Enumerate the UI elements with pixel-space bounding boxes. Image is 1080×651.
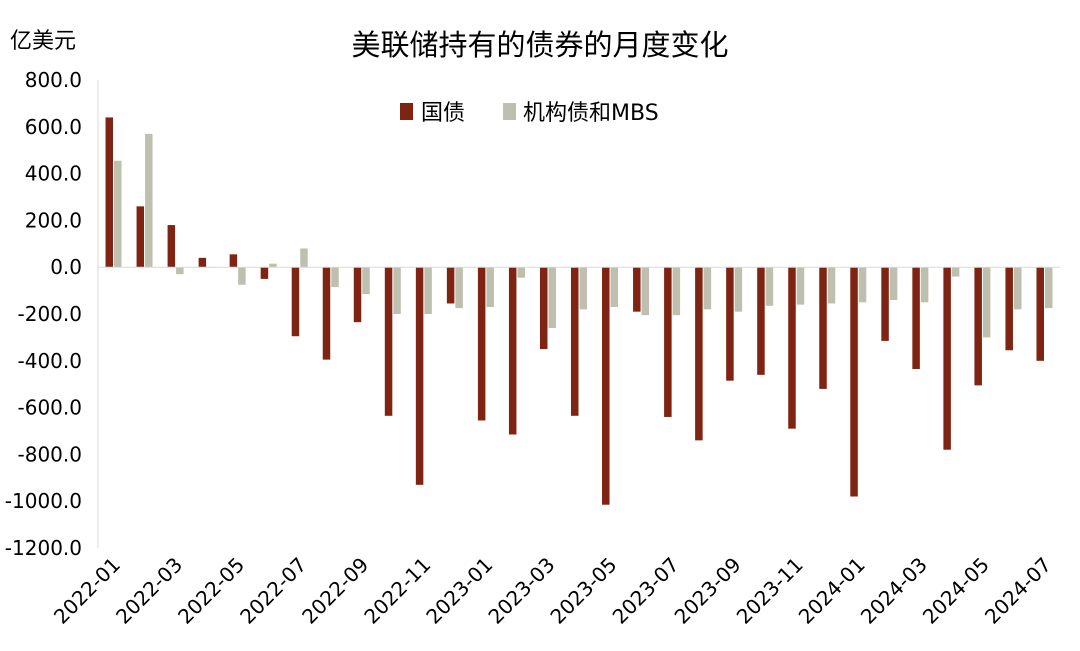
bar-treasury bbox=[695, 267, 703, 441]
x-tick-label: 2024-01 bbox=[794, 553, 870, 629]
bar-agency-mbs bbox=[393, 267, 401, 314]
bar-treasury bbox=[322, 267, 331, 360]
bar-agency-mbs bbox=[114, 160, 122, 268]
x-tick-label: 2022-01 bbox=[49, 553, 125, 629]
bar-treasury bbox=[136, 206, 145, 268]
bar-agency-mbs bbox=[889, 267, 898, 300]
x-tick-label: 2024-07 bbox=[980, 553, 1056, 629]
bar-treasury bbox=[1036, 267, 1044, 361]
bar-treasury bbox=[229, 254, 238, 268]
bar-agency-mbs bbox=[765, 267, 774, 306]
bar-agency-mbs bbox=[362, 267, 370, 295]
x-tick-label: 2022-07 bbox=[235, 553, 311, 629]
y-axis-unit-label: 亿美元 bbox=[10, 29, 76, 54]
bar-treasury bbox=[384, 267, 393, 416]
bar-agency-mbs bbox=[672, 267, 681, 316]
x-tick-label: 2023-07 bbox=[608, 553, 684, 629]
y-tick-label: -200.0 bbox=[18, 302, 82, 326]
bar-agency-mbs bbox=[300, 248, 308, 268]
legend-swatch-agency-mbs bbox=[503, 103, 516, 120]
x-tick-label: 2022-05 bbox=[173, 553, 249, 629]
bar-treasury bbox=[446, 267, 455, 304]
bar-agency-mbs bbox=[424, 267, 432, 314]
bar-treasury bbox=[167, 225, 176, 268]
bar-agency-mbs bbox=[703, 267, 712, 310]
bar-agency-mbs bbox=[858, 267, 867, 303]
bar-treasury bbox=[819, 267, 827, 389]
bar-agency-mbs bbox=[579, 267, 587, 310]
x-tick-label: 2023-03 bbox=[483, 553, 559, 629]
bar-agency-mbs bbox=[176, 267, 184, 275]
bar-treasury bbox=[477, 267, 486, 421]
y-tick-label: -1200.0 bbox=[5, 536, 82, 560]
y-axis-ticks: 800.0 600.0 400.0 200.0 0.0 -200.0 -400.0 -600.… bbox=[5, 68, 82, 560]
bar-treasury bbox=[726, 267, 734, 381]
x-tick-label: 2022-03 bbox=[111, 553, 187, 629]
bar-treasury bbox=[508, 267, 517, 435]
bar-treasury bbox=[353, 267, 362, 323]
bar-treasury bbox=[571, 267, 579, 416]
bar-agency-mbs bbox=[238, 267, 246, 285]
y-tick-label: 600.0 bbox=[25, 115, 82, 139]
bar-agency-mbs bbox=[455, 267, 463, 309]
legend-label-treasury: 国债 bbox=[421, 101, 465, 126]
bar-agency-mbs bbox=[641, 267, 650, 316]
y-tick-label: -1000.0 bbox=[5, 489, 82, 513]
bar-agency-mbs bbox=[827, 267, 836, 304]
bar-treasury bbox=[291, 267, 300, 337]
bar-agency-mbs bbox=[920, 267, 929, 303]
y-tick-label: -600.0 bbox=[18, 396, 82, 420]
bars bbox=[105, 117, 1053, 505]
bar-agency-mbs bbox=[951, 267, 960, 277]
bar-agency-mbs bbox=[331, 267, 339, 288]
bar-agency-mbs bbox=[1044, 267, 1053, 309]
bar-treasury bbox=[260, 267, 269, 279]
bar-treasury bbox=[943, 267, 951, 450]
x-tick-label: 2022-11 bbox=[359, 553, 435, 629]
bar-agency-mbs bbox=[145, 133, 153, 268]
bar-treasury bbox=[1005, 267, 1013, 351]
x-tick-label: 2023-05 bbox=[545, 553, 621, 629]
x-tick-label: 2024-03 bbox=[856, 553, 932, 629]
legend-label-agency-mbs: 机构债和MBS bbox=[523, 101, 659, 126]
x-tick-label: 2022-09 bbox=[297, 553, 373, 629]
x-tick-label: 2024-05 bbox=[918, 553, 994, 629]
y-tick-label: 0.0 bbox=[50, 255, 82, 279]
bar-agency-mbs bbox=[1013, 267, 1022, 310]
bar-agency-mbs bbox=[548, 267, 556, 329]
bar-treasury bbox=[757, 267, 765, 375]
bar-agency-mbs bbox=[486, 267, 494, 307]
bar-agency-mbs bbox=[517, 267, 525, 278]
bar-treasury bbox=[602, 267, 610, 505]
bar-treasury bbox=[633, 267, 641, 312]
bar-treasury bbox=[664, 267, 672, 417]
chart-title: 美联储持有的债券的月度变化 bbox=[351, 28, 728, 62]
x-axis-ticks: 2022-012022-032022-052022-072022-092022-… bbox=[49, 553, 1056, 629]
bar-treasury bbox=[912, 267, 920, 369]
bar-treasury bbox=[198, 257, 207, 268]
bar-treasury bbox=[850, 267, 858, 497]
y-tick-label: -800.0 bbox=[18, 442, 82, 466]
y-tick-label: 800.0 bbox=[25, 68, 82, 92]
bar-treasury bbox=[105, 117, 114, 268]
bar-treasury bbox=[415, 267, 424, 485]
bar-treasury bbox=[881, 267, 889, 341]
bar-treasury bbox=[788, 267, 796, 429]
bar-agency-mbs bbox=[269, 263, 277, 268]
bar-agency-mbs bbox=[734, 267, 743, 312]
legend: 国债 机构债和MBS bbox=[400, 101, 659, 126]
bar-agency-mbs bbox=[610, 267, 619, 307]
bar-treasury bbox=[539, 267, 548, 350]
x-tick-label: 2023-11 bbox=[732, 553, 808, 629]
y-tick-label: 400.0 bbox=[25, 162, 82, 186]
bar-agency-mbs bbox=[982, 267, 991, 338]
x-tick-label: 2023-01 bbox=[421, 553, 497, 629]
bar-agency-mbs bbox=[796, 267, 805, 305]
y-tick-label: 200.0 bbox=[25, 208, 82, 232]
legend-swatch-treasury bbox=[400, 103, 413, 120]
bar-treasury bbox=[974, 267, 982, 386]
y-tick-label: -400.0 bbox=[18, 349, 82, 373]
x-tick-label: 2023-09 bbox=[670, 553, 746, 629]
